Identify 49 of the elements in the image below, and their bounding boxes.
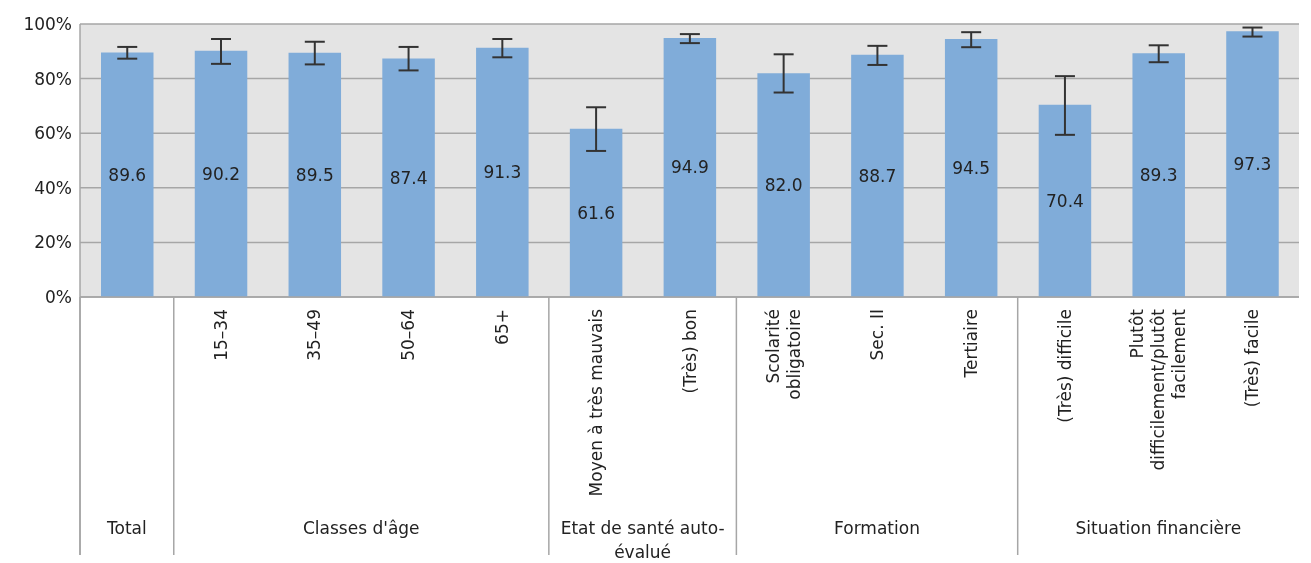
data-label: 89.3: [1139, 165, 1178, 186]
text: Total: [106, 517, 148, 540]
bar: [1038, 104, 1092, 297]
data-label: 89.5: [295, 164, 334, 185]
x-tick-label: Sec. II: [867, 309, 888, 361]
bar: [1226, 31, 1279, 297]
data-label: 97.3: [1233, 154, 1272, 175]
x-tick-label: 15–34: [210, 309, 231, 361]
data-label: 89.6: [108, 164, 147, 185]
x-tick-label: (Très) bon: [679, 309, 700, 394]
y-tick-label: 20%: [34, 232, 72, 253]
data-label: 94.9: [670, 157, 709, 178]
y-tick-label: 60%: [34, 123, 72, 144]
data-label: 90.2: [202, 163, 240, 184]
data-label: 87.4: [389, 167, 428, 188]
y-tick-label: 40%: [34, 177, 72, 198]
bar: [194, 50, 248, 297]
data-label: 88.7: [858, 165, 897, 186]
x-tick-label: 35–49: [304, 309, 325, 361]
bar: [757, 73, 810, 297]
bar: [476, 47, 529, 297]
x-tick-label: Moyen à très mauvais: [585, 308, 606, 497]
x-tick-label: 50–64: [398, 309, 419, 361]
bar: [944, 39, 998, 297]
bar: [851, 54, 904, 297]
text: Formation: [833, 517, 921, 540]
data-label: 91.3: [483, 162, 522, 183]
y-tick-label: 100%: [23, 14, 72, 35]
bar: [663, 37, 717, 297]
x-tick-label: Tertiaire: [960, 309, 981, 379]
x-tick-label: (Très) facile: [1242, 309, 1263, 408]
data-label: 94.5: [952, 158, 991, 179]
bar: [288, 52, 342, 297]
x-tick-label: (Très) difficile: [1054, 309, 1075, 423]
data-label: 70.4: [1046, 190, 1084, 211]
bar: [569, 128, 623, 297]
x-tick-label: Scolarité obligatoire: [762, 309, 804, 400]
data-label: 82.0: [764, 175, 803, 196]
text: Classes d'âge: [302, 517, 421, 540]
bar: [1132, 53, 1185, 297]
text: Etat de santé auto-évalué: [559, 517, 726, 563]
bar: [382, 58, 435, 297]
y-tick-label: 80%: [34, 68, 72, 89]
text: Situation financière: [1074, 517, 1243, 540]
x-tick-label: 65+: [491, 309, 512, 345]
x-tick-label: Plutôt difficilement/plutôt facilement: [1127, 308, 1190, 471]
data-label: 61.6: [577, 202, 616, 223]
y-tick-label: 0%: [45, 287, 72, 308]
bar: [101, 52, 154, 297]
